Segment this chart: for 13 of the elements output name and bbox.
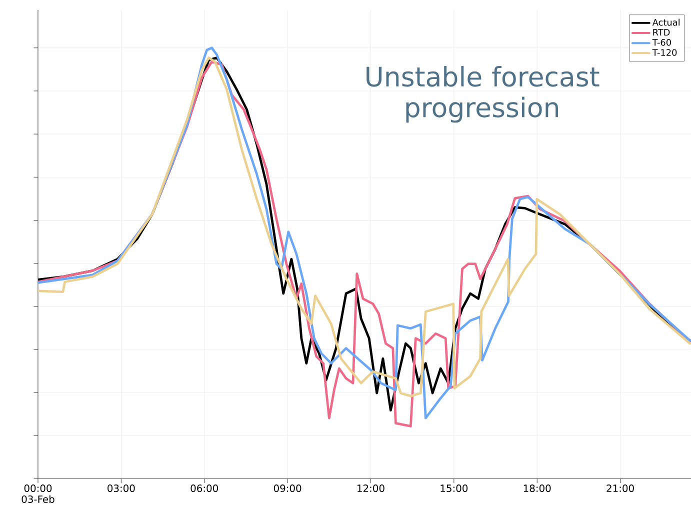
x-tick-label: 18:00 — [524, 484, 551, 492]
x-tick-label: 15:00 — [440, 484, 468, 492]
x-tick-label: 09:00 — [274, 484, 302, 492]
legend-label: T-120 — [652, 49, 677, 56]
x-tick-label: 12:00 — [358, 484, 384, 492]
legend-label: T-60 — [652, 39, 671, 46]
x-tick-label: 00:00 03-Feb — [22, 484, 54, 504]
x-tick-label: 06:00 — [190, 484, 218, 492]
annotation: Unstable forecast progression — [366, 66, 600, 123]
legend-label: RTD — [653, 29, 670, 36]
legend-label: Actual — [652, 18, 680, 26]
x-tick-label: 03:00 — [108, 484, 135, 492]
x-tick-label: 21:00 — [606, 484, 634, 492]
